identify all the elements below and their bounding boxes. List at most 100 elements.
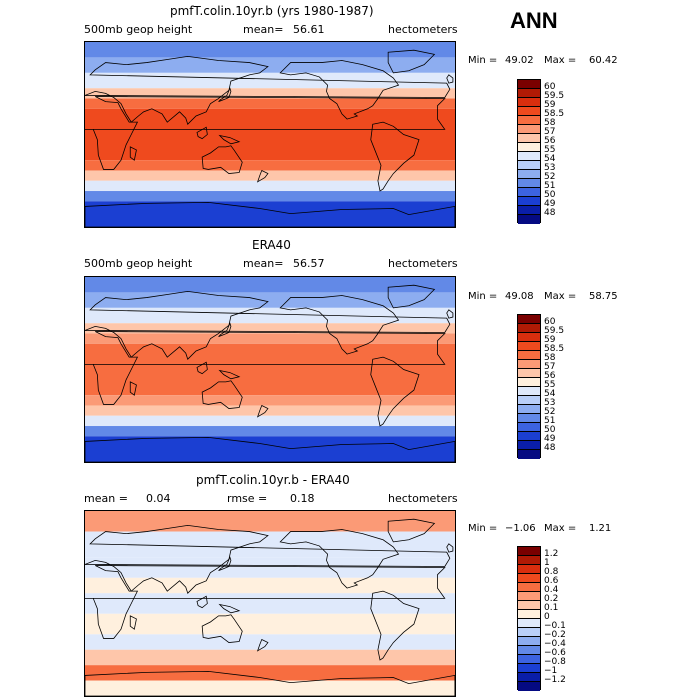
colorbar-tick-label: −1 bbox=[544, 666, 558, 676]
coastline-japan bbox=[218, 322, 232, 338]
zonal-band-60N-45N bbox=[85, 307, 455, 324]
coastline-uk bbox=[446, 309, 454, 319]
colorbar-tick-label: 0.8 bbox=[544, 567, 559, 577]
colorbar-tick-label: 59.5 bbox=[544, 91, 565, 101]
zonal-band-25N-10N bbox=[85, 577, 455, 594]
colorbar-box bbox=[518, 414, 540, 423]
panel-2-map bbox=[84, 276, 456, 463]
colorbar-box bbox=[518, 556, 540, 565]
colorbar-tick-label: −0.4 bbox=[544, 639, 566, 649]
colorbar-tick-label: 0.1 bbox=[544, 603, 559, 613]
colorbar-tick-label: 57 bbox=[544, 362, 556, 372]
colorbar-tick-label: 1.2 bbox=[544, 549, 559, 559]
colorbar-tick-label: 48 bbox=[544, 443, 556, 453]
colorbar-box bbox=[518, 592, 540, 601]
panel-1-max-label: Max = bbox=[544, 55, 577, 66]
colorbar-box bbox=[518, 610, 540, 619]
panel-2-colorbar bbox=[517, 314, 541, 459]
zonal-band-35S-45S bbox=[85, 170, 455, 181]
zonal-band-25N-25S bbox=[85, 343, 455, 396]
panel-3-rmse-label: rmse = bbox=[227, 492, 268, 505]
colorbar-tick-label: 48 bbox=[544, 208, 556, 218]
colorbar-box bbox=[518, 215, 540, 224]
coastline-japan bbox=[218, 87, 232, 103]
zonal-band-75N-60N bbox=[85, 57, 455, 73]
panel-1-units: hectometers bbox=[388, 23, 458, 36]
coastline-eurasia bbox=[85, 524, 451, 594]
zonal-band-45N-35N bbox=[85, 88, 455, 99]
colorbar-box bbox=[518, 107, 540, 116]
zonal-band-60N-45N bbox=[85, 72, 455, 89]
zonal-band-75S-90S bbox=[85, 680, 455, 696]
panel-1-max-value: 60.42 bbox=[589, 55, 618, 66]
colorbar-box bbox=[518, 98, 540, 107]
colorbar-box bbox=[518, 664, 540, 673]
coastline-greenland bbox=[387, 518, 436, 543]
coastline-new-zealand bbox=[256, 169, 269, 183]
colorbar-tick-label: 54 bbox=[544, 154, 556, 164]
coastline-south-america bbox=[370, 356, 420, 427]
coastline-south-america bbox=[370, 590, 420, 661]
colorbar-tick-label: 56 bbox=[544, 136, 556, 146]
panel-2-max-label: Max = bbox=[544, 291, 577, 302]
colorbar-box bbox=[518, 405, 540, 414]
colorbar-box bbox=[518, 116, 540, 125]
zonal-band-75N-60N bbox=[85, 292, 455, 308]
coastline-north-america bbox=[279, 529, 400, 589]
colorbar-box bbox=[518, 565, 540, 574]
panel-3-max-label: Max = bbox=[544, 523, 577, 534]
zonal-band-45S-55S bbox=[85, 180, 455, 192]
coastline-uk bbox=[446, 543, 454, 553]
colorbar-tick-label: 49 bbox=[544, 199, 556, 209]
zonal-band-60S-75S bbox=[85, 665, 455, 681]
panel-1-title: pmfT.colin.10yr.b (yrs 1980-1987) bbox=[170, 4, 374, 18]
coastline-antarctica bbox=[85, 670, 455, 696]
colorbar-box bbox=[518, 333, 540, 342]
coastline-south-america bbox=[370, 121, 420, 192]
panel-3-mean-label: mean = bbox=[84, 492, 128, 505]
season-label: ANN bbox=[510, 8, 558, 33]
colorbar-box bbox=[518, 673, 540, 682]
colorbar-box bbox=[518, 89, 540, 98]
map-canvas bbox=[85, 277, 455, 462]
colorbar-tick-label: 60 bbox=[544, 82, 556, 92]
zonal-band-55S-65S bbox=[85, 426, 455, 437]
zonal-band-10N-10S bbox=[85, 593, 455, 614]
colorbar-box bbox=[518, 125, 540, 134]
colorbar-tick-label: 56 bbox=[544, 371, 556, 381]
colorbar-tick-label: 0 bbox=[544, 612, 550, 622]
colorbar-box bbox=[518, 396, 540, 405]
colorbar-box bbox=[518, 583, 540, 592]
map-canvas bbox=[85, 42, 455, 227]
zonal-band-90N-75N bbox=[85, 42, 455, 58]
colorbar-tick-label: 52 bbox=[544, 407, 556, 417]
colorbar-tick-label: 51 bbox=[544, 416, 556, 426]
coastline-madagascar bbox=[129, 381, 137, 396]
colorbar-box bbox=[518, 188, 540, 197]
zonal-band-65S-90S bbox=[85, 201, 455, 227]
colorbar-tick-label: 53 bbox=[544, 163, 556, 173]
colorbar-tick-label: 55 bbox=[544, 380, 556, 390]
colorbar-tick-label: 55 bbox=[544, 145, 556, 155]
colorbar-box bbox=[518, 450, 540, 459]
zonal-band-35N-25N bbox=[85, 98, 455, 109]
zonal-band-25N-25S bbox=[85, 108, 455, 161]
coastline-antarctica bbox=[85, 436, 455, 462]
colorbar-tick-label: 58 bbox=[544, 118, 556, 128]
panel-2-units: hectometers bbox=[388, 257, 458, 270]
panel-2-min-value: 49.08 bbox=[505, 291, 534, 302]
panel-1-variable: 500mb geop height bbox=[84, 23, 193, 36]
colorbar-tick-label: 57 bbox=[544, 127, 556, 137]
colorbar-tick-label: 0.2 bbox=[544, 594, 559, 604]
colorbar-box bbox=[518, 423, 540, 432]
colorbar-box bbox=[518, 206, 540, 215]
zonal-band-55S-65S bbox=[85, 191, 455, 202]
coastline-africa bbox=[85, 331, 446, 405]
colorbar-box bbox=[518, 351, 540, 360]
coastline-new-guinea bbox=[218, 134, 241, 145]
coastline-greenland bbox=[387, 49, 436, 74]
colorbar-tick-label: 0.4 bbox=[544, 585, 559, 595]
colorbar-tick-label: 50 bbox=[544, 190, 556, 200]
colorbar-box bbox=[518, 152, 540, 161]
colorbar-box bbox=[518, 369, 540, 378]
